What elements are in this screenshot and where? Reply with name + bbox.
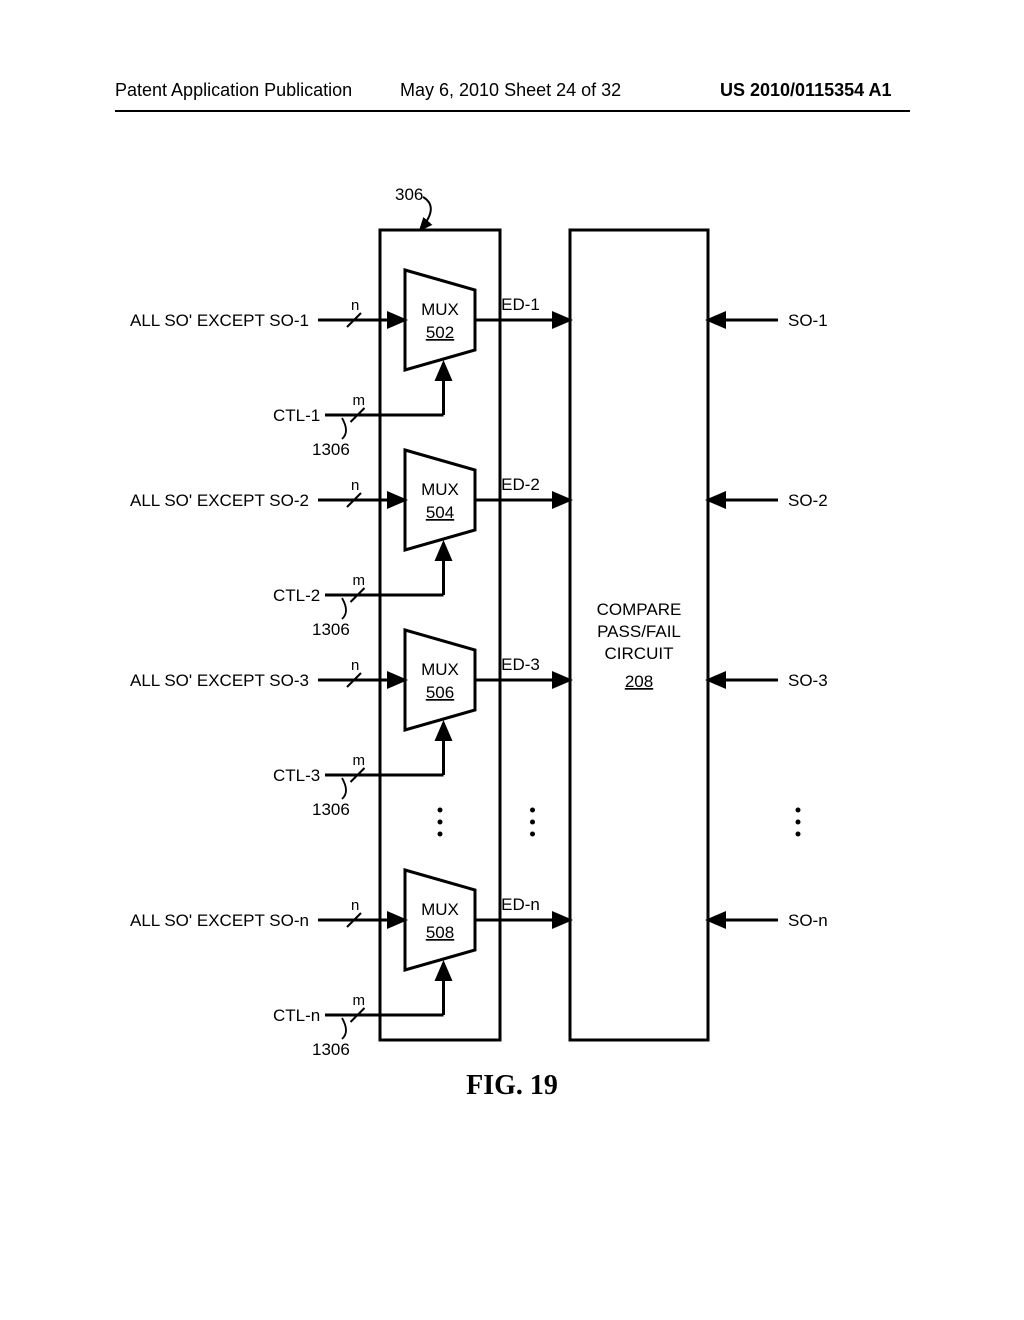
ref-1306-leader xyxy=(342,1018,346,1039)
ref-1306: 1306 xyxy=(312,620,350,639)
ctl-label: CTL-3 xyxy=(273,766,320,785)
mux-shape xyxy=(405,630,475,730)
mux-id: 508 xyxy=(426,923,454,942)
mux-label: MUX xyxy=(421,300,459,319)
continuation-dot xyxy=(438,832,443,837)
mux-id: 504 xyxy=(426,503,454,522)
mux-input-label: ALL SO' EXCEPT SO-n xyxy=(130,911,309,930)
bus-n: n xyxy=(351,897,359,914)
ctl-label: CTL-n xyxy=(273,1006,320,1025)
ed-label: ED-1 xyxy=(501,295,540,314)
so-label: SO-2 xyxy=(788,491,828,510)
bus-n: n xyxy=(351,477,359,494)
ctl-label: CTL-2 xyxy=(273,586,320,605)
mux-label: MUX xyxy=(421,900,459,919)
compare-ref: 208 xyxy=(625,672,653,691)
ref-306: 306 xyxy=(395,185,423,204)
ctl-label: CTL-1 xyxy=(273,406,320,425)
ref-1306-leader xyxy=(342,418,346,439)
bus-m: m xyxy=(353,572,366,589)
continuation-dot xyxy=(438,820,443,825)
ref-1306-leader xyxy=(342,778,346,799)
bus-n: n xyxy=(351,657,359,674)
mux-label: MUX xyxy=(421,660,459,679)
ref-1306: 1306 xyxy=(312,440,350,459)
ref-1306: 1306 xyxy=(312,1040,350,1059)
bus-n: n xyxy=(351,297,359,314)
compare-title-line: COMPARE xyxy=(597,600,682,619)
so-label: SO-n xyxy=(788,911,828,930)
mux-shape xyxy=(405,870,475,970)
bus-m: m xyxy=(353,752,366,769)
circuit-diagram: 306 COMPARE PASS/FAIL CIRCUIT 208 MUX 502 ALL S… xyxy=(0,0,1024,1320)
bus-m: m xyxy=(353,992,366,1009)
ref-1306-leader xyxy=(342,598,346,619)
mux-input-label: ALL SO' EXCEPT SO-2 xyxy=(130,491,309,510)
compare-title-line: CIRCUIT xyxy=(605,644,674,663)
continuation-dot xyxy=(530,808,535,813)
mux-shape xyxy=(405,450,475,550)
continuation-dot xyxy=(796,808,801,813)
continuation-dot xyxy=(796,820,801,825)
mux-shape xyxy=(405,270,475,370)
continuation-dot xyxy=(530,820,535,825)
mux-id: 506 xyxy=(426,683,454,702)
so-label: SO-1 xyxy=(788,311,828,330)
continuation-dot xyxy=(796,832,801,837)
ed-label: ED-3 xyxy=(501,655,540,674)
bus-m: m xyxy=(353,392,366,409)
mux-label: MUX xyxy=(421,480,459,499)
ref-1306: 1306 xyxy=(312,800,350,819)
continuation-dot xyxy=(438,808,443,813)
ed-label: ED-n xyxy=(501,895,540,914)
so-label: SO-3 xyxy=(788,671,828,690)
mux-input-label: ALL SO' EXCEPT SO-3 xyxy=(130,671,309,690)
mux-id: 502 xyxy=(426,323,454,342)
figure-title: FIG. 19 xyxy=(466,1070,558,1101)
ed-label: ED-2 xyxy=(501,475,540,494)
continuation-dot xyxy=(530,832,535,837)
compare-title-line: PASS/FAIL xyxy=(597,622,681,641)
mux-input-label: ALL SO' EXCEPT SO-1 xyxy=(130,311,309,330)
